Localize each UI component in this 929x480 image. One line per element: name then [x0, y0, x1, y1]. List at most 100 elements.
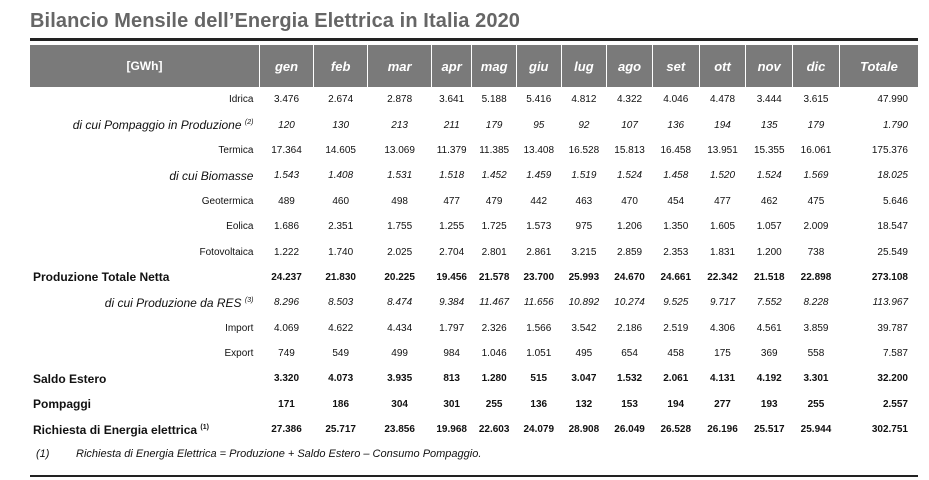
value-cell: 211: [443, 119, 460, 131]
value-cell: 3.444: [756, 94, 782, 106]
value-cell: 1.458: [663, 170, 689, 182]
column-header: nov: [745, 45, 794, 87]
value-cell: 1.532: [617, 373, 643, 385]
value-cell: 2.061: [663, 373, 689, 385]
value-cell: 3.301: [803, 373, 829, 385]
value-cell: 3.542: [571, 322, 597, 334]
value-cell: 194: [714, 119, 731, 131]
table-row: di cui Biomasse 1.543 1.408 1.531 1.518 1.452…: [30, 163, 918, 188]
value-cell: 4.131: [709, 373, 736, 385]
value-cell: 16.458: [660, 144, 692, 156]
column-header: ott: [699, 45, 747, 87]
total-cell: 18.025: [877, 170, 908, 182]
row-label: di cui Produzione da RES (3): [30, 290, 259, 315]
value-cell: 16.061: [800, 144, 832, 156]
value-cell: 1.057: [756, 221, 782, 233]
value-cell: 3.615: [803, 94, 829, 106]
value-cell: 8.474: [387, 297, 413, 309]
value-cell: 186: [332, 398, 350, 410]
value-cell: 2.861: [526, 246, 552, 258]
value-cell: 24.237: [271, 271, 302, 283]
value-cell: 213: [391, 119, 408, 131]
value-cell: 20.225: [384, 271, 415, 283]
value-cell: 179: [807, 119, 825, 131]
row-label: Richiesta di Energia elettrica (1): [30, 417, 259, 442]
value-cell: 1.350: [663, 221, 689, 233]
table-body: Idrica 3.476 2.674 2.878 3.641 5.188 5.416 4.81…: [30, 87, 918, 466]
table-row: Pompaggi 171 186 304 301 255 136 132 153 194 277 19…: [30, 392, 918, 417]
value-cell: 1.200: [756, 246, 782, 258]
table-row: Produzione Totale Netta 24.237 21.830 20.22…: [30, 265, 918, 290]
value-cell: 458: [667, 348, 685, 360]
value-cell: 4.322: [617, 94, 643, 106]
value-cell: 1.573: [526, 221, 552, 233]
value-cell: 463: [575, 195, 593, 207]
row-label-text: Produzione Totale Netta: [33, 270, 170, 285]
value-cell: 2.674: [328, 94, 354, 106]
row-label-text: Geotermica: [201, 195, 254, 207]
value-cell: 2.519: [663, 322, 689, 334]
value-cell: 24.079: [523, 424, 555, 436]
total-cell: 18.547: [877, 221, 908, 233]
footnote: (1) Richiesta di Energia Elettrica = Prod…: [30, 442, 918, 466]
value-cell: 136: [667, 119, 685, 131]
column-header: Totale: [839, 45, 918, 87]
total-cell: 175.376: [871, 144, 908, 156]
value-cell: 24.661: [660, 271, 692, 283]
total-cell: 1.790: [882, 119, 908, 131]
row-label-text: di cui Pompaggio in Produzione: [72, 118, 242, 133]
total-cell: 5.646: [882, 195, 908, 207]
column-header: apr: [431, 45, 473, 87]
value-cell: 3.047: [571, 373, 597, 385]
row-label-text: Idrica: [228, 94, 254, 106]
column-header: set: [652, 45, 700, 87]
value-cell: 17.364: [271, 144, 302, 156]
value-cell: 19.968: [436, 424, 467, 436]
value-cell: 2.186: [617, 322, 643, 334]
value-cell: 26.049: [614, 424, 645, 436]
footnote-ref: (1): [200, 423, 209, 431]
table-row: Saldo Estero 3.320 4.073 3.935 813 1.280 515 3.…: [30, 366, 918, 391]
value-cell: 4.306: [709, 322, 736, 334]
column-header: feb: [313, 45, 369, 87]
row-label: Fotovoltaica: [30, 239, 259, 264]
column-header: giu: [516, 45, 562, 87]
value-cell: 3.215: [571, 246, 597, 258]
value-cell: 95: [533, 119, 545, 131]
value-cell: 28.908: [568, 424, 600, 436]
value-cell: 3.935: [387, 373, 413, 385]
value-cell: 1.569: [803, 170, 829, 182]
value-cell: 26.528: [660, 424, 692, 436]
footnote-text: Richiesta di Energia Elettrica = Produzi…: [76, 448, 482, 461]
table-row: Eolica 1.686 2.351 1.755 1.255 1.725 1.573 975 1…: [30, 214, 918, 239]
value-cell: 1.255: [439, 221, 465, 233]
value-cell: 1.543: [273, 170, 300, 182]
value-cell: 454: [667, 195, 685, 207]
value-cell: 489: [278, 195, 295, 207]
value-cell: 13.408: [523, 144, 555, 156]
value-cell: 975: [575, 221, 593, 233]
value-cell: 1.566: [526, 322, 552, 334]
table-row: Import 4.069 4.622 4.434 1.797 2.326 1.566 3.54…: [30, 316, 918, 341]
value-cell: 1.531: [387, 170, 413, 182]
value-cell: 23.856: [384, 424, 415, 436]
value-cell: 3.641: [439, 94, 465, 106]
value-cell: 277: [714, 398, 731, 410]
value-cell: 26.196: [707, 424, 738, 436]
value-cell: 2.351: [328, 221, 354, 233]
value-cell: 1.686: [273, 221, 300, 233]
table-row: Geotermica 489 460 498 477 479 442 463 470 454 477…: [30, 189, 918, 214]
value-cell: 120: [278, 119, 295, 131]
value-cell: 22.898: [800, 271, 832, 283]
value-cell: 479: [485, 195, 503, 207]
value-cell: 749: [278, 348, 295, 360]
row-label: di cui Pompaggio in Produzione (2): [30, 112, 259, 137]
value-cell: 4.561: [756, 322, 782, 334]
value-cell: 1.051: [526, 348, 552, 360]
row-label-text: di cui Biomasse: [169, 168, 254, 183]
value-cell: 193: [760, 398, 778, 410]
value-cell: 984: [443, 348, 460, 360]
value-cell: 8.228: [803, 297, 829, 309]
value-cell: 301: [443, 398, 460, 410]
value-cell: 813: [443, 373, 460, 385]
